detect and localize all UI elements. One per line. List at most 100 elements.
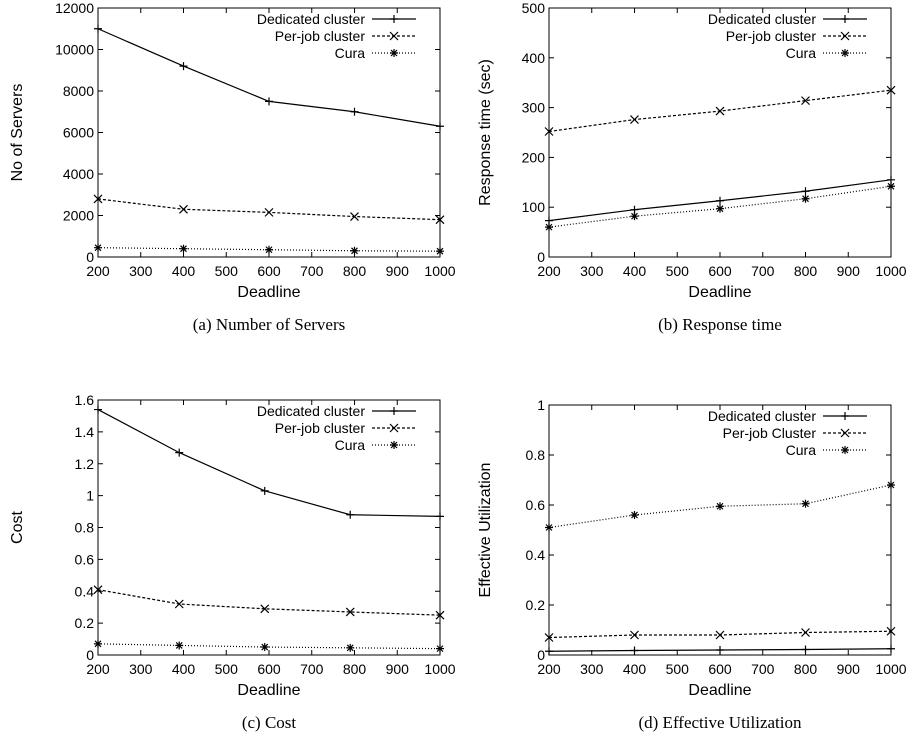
legend-marker xyxy=(390,49,398,57)
y-tick-label: 4000 xyxy=(63,166,94,182)
y-tick-label: 0.2 xyxy=(75,615,95,631)
data-point-marker xyxy=(801,499,810,508)
x-axis-label: Deadline xyxy=(237,284,300,301)
data-point-marker xyxy=(544,633,554,642)
data-point-marker xyxy=(93,194,103,204)
legend-marker xyxy=(841,15,849,23)
x-tick-label: 500 xyxy=(666,263,690,279)
x-tick-label: 700 xyxy=(751,661,775,677)
x-axis-label: Deadline xyxy=(237,682,300,699)
data-point-marker xyxy=(436,122,444,131)
y-tick-label: 12000 xyxy=(55,0,94,16)
legend-marker xyxy=(389,423,399,433)
chart-panel-2: 200 300 400 500 600 700 800 900 1000 0 100 200 300 40… xyxy=(477,0,907,334)
y-tick-label: 0.8 xyxy=(75,520,95,536)
series-line xyxy=(548,484,892,529)
x-axis-label: Deadline xyxy=(688,682,751,699)
y-tick-label: 300 xyxy=(522,100,546,116)
x-axis-label: Deadline xyxy=(688,284,751,301)
x-tick-label: 800 xyxy=(794,661,818,677)
series-3 xyxy=(545,481,895,532)
data-point-marker xyxy=(715,106,725,116)
x-tick-label: 700 xyxy=(300,263,324,279)
x-tick-label: 300 xyxy=(129,263,153,279)
y-tick-label: 0 xyxy=(537,647,545,663)
data-point-marker xyxy=(350,212,359,221)
y-tick-label: 0.6 xyxy=(526,497,546,513)
data-point-marker xyxy=(436,644,444,653)
data-point-marker xyxy=(887,644,895,653)
y-tick-label: 0.6 xyxy=(75,551,95,567)
y-tick-label: 0.4 xyxy=(526,547,546,563)
x-tick-label: 200 xyxy=(537,661,561,677)
series-line xyxy=(97,589,441,616)
legend-marker xyxy=(841,412,849,420)
panel-caption: (b) Response time xyxy=(658,315,782,334)
y-tick-label: 0 xyxy=(86,647,94,663)
data-point-marker xyxy=(94,405,102,414)
legend-marker xyxy=(840,31,850,41)
x-tick-label: 400 xyxy=(623,661,647,677)
x-tick-label: 300 xyxy=(129,661,153,677)
data-point-marker xyxy=(179,62,188,71)
plot-frame xyxy=(97,7,441,258)
legend-label: Cura xyxy=(786,442,817,458)
data-point-marker xyxy=(436,247,444,256)
x-tick-label: 600 xyxy=(257,661,281,677)
x-tick-label: 800 xyxy=(343,263,367,279)
x-tick-label: 700 xyxy=(751,263,775,279)
data-point-marker xyxy=(886,626,896,636)
x-tick-label: 600 xyxy=(708,661,732,677)
data-point-marker xyxy=(545,523,553,532)
data-point-marker xyxy=(716,204,724,213)
data-point-marker xyxy=(264,207,274,217)
y-tick-label: 0.4 xyxy=(75,583,95,599)
data-point-marker xyxy=(801,628,810,637)
x-tick-label: 1000 xyxy=(424,263,455,279)
data-point-marker xyxy=(716,196,724,205)
data-point-marker xyxy=(265,97,273,106)
x-tick-label: 900 xyxy=(386,661,410,677)
x-tick-label: 900 xyxy=(837,263,861,279)
legend-label: Dedicated cluster xyxy=(708,11,817,27)
y-tick-label: 0 xyxy=(537,249,545,265)
data-point-marker xyxy=(260,486,269,495)
y-tick-label: 10000 xyxy=(55,42,94,58)
x-tick-label: 300 xyxy=(580,263,604,279)
series-2 xyxy=(93,194,445,225)
data-point-marker xyxy=(716,502,724,511)
y-tick-label: 1.6 xyxy=(75,392,95,408)
data-point-marker xyxy=(630,115,639,124)
y-axis-label: Cost xyxy=(9,511,26,544)
data-point-marker xyxy=(545,647,553,656)
y-tick-label: 200 xyxy=(522,149,546,165)
y-tick-label: 1 xyxy=(86,488,94,504)
x-tick-label: 500 xyxy=(215,661,239,677)
data-point-marker xyxy=(886,85,896,95)
x-tick-label: 800 xyxy=(794,263,818,279)
data-point-marker xyxy=(179,244,188,253)
x-tick-label: 600 xyxy=(257,263,281,279)
series-line xyxy=(97,643,441,650)
x-tick-label: 1000 xyxy=(875,661,906,677)
data-point-marker xyxy=(350,107,359,116)
x-tick-label: 600 xyxy=(708,263,732,279)
data-point-marker xyxy=(179,204,188,214)
panel-caption: (d) Effective Utilization xyxy=(638,713,802,732)
legend-label: Per-job cluster xyxy=(275,28,366,44)
x-tick-label: 1000 xyxy=(424,661,455,677)
data-point-marker xyxy=(545,223,553,232)
series-line xyxy=(97,409,441,517)
y-tick-label: 8000 xyxy=(63,83,94,99)
data-point-marker xyxy=(801,645,810,654)
legend-label: Dedicated cluster xyxy=(257,11,366,27)
x-tick-label: 1000 xyxy=(875,263,906,279)
chart-panel-1: 200 300 400 500 600 700 800 900 1000020004000600… xyxy=(9,0,456,334)
y-tick-label: 0.2 xyxy=(526,597,546,613)
y-tick-label: 1 xyxy=(537,397,545,413)
x-tick-label: 400 xyxy=(172,263,196,279)
series-2 xyxy=(93,585,445,620)
y-axis-label: No of Servers xyxy=(9,84,26,182)
legend-label: Dedicated cluster xyxy=(708,408,817,424)
data-point-marker xyxy=(94,639,102,648)
